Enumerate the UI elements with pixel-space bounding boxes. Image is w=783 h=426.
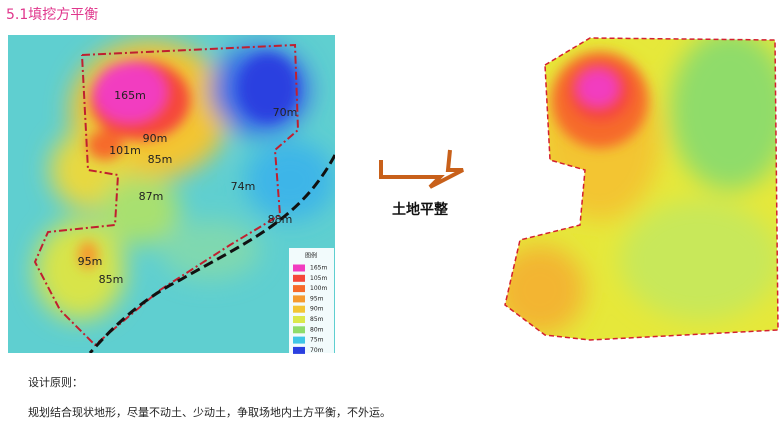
map-label: 85m: [148, 153, 173, 166]
legend-swatch: [293, 326, 305, 334]
map-label: 101m: [109, 144, 141, 157]
legend-label: 100m: [310, 285, 327, 292]
map-label: 87m: [139, 190, 164, 203]
legend-label: 165m: [310, 265, 327, 272]
legend-swatch: [293, 346, 305, 354]
legend-swatch: [293, 285, 305, 293]
legend-label: 80m: [310, 326, 324, 333]
legend-swatch: [293, 295, 305, 303]
title: 5.1填挖方平衡: [6, 7, 98, 23]
legend-label: 105m: [310, 275, 327, 282]
arrow: [379, 149, 464, 189]
map-label: 165m: [114, 89, 146, 102]
legend-label: 70m: [310, 347, 324, 354]
map-label: 88m: [268, 213, 293, 226]
legend-label: 95m: [310, 295, 324, 302]
legend-swatch: [293, 316, 305, 323]
principles-heading: 设计原则：: [28, 376, 83, 389]
map-label: 74m: [231, 180, 256, 193]
arrow-label: 土地平整: [392, 201, 449, 218]
map-label: 70m: [273, 106, 298, 119]
legend-label: 85m: [310, 316, 324, 323]
legend-label: 90m: [310, 306, 324, 313]
legend-swatch: [293, 264, 305, 272]
legend-label: 75m: [310, 337, 324, 344]
map-label: 90m: [143, 132, 168, 145]
principles-text: 规划结合现状地形，尽量不动土、少动土，争取场地内土方平衡，不外运。: [28, 405, 391, 419]
map-label: 95m: [78, 255, 103, 268]
legend-title: 图例: [305, 252, 317, 260]
legend-swatch: [293, 274, 305, 282]
right-boundary: [504, 37, 779, 341]
right-map: [505, 38, 778, 340]
legend-swatch: [293, 336, 305, 344]
left-map: [8, 35, 335, 353]
map-label: 85m: [99, 273, 124, 286]
legend-swatch: [293, 305, 305, 313]
